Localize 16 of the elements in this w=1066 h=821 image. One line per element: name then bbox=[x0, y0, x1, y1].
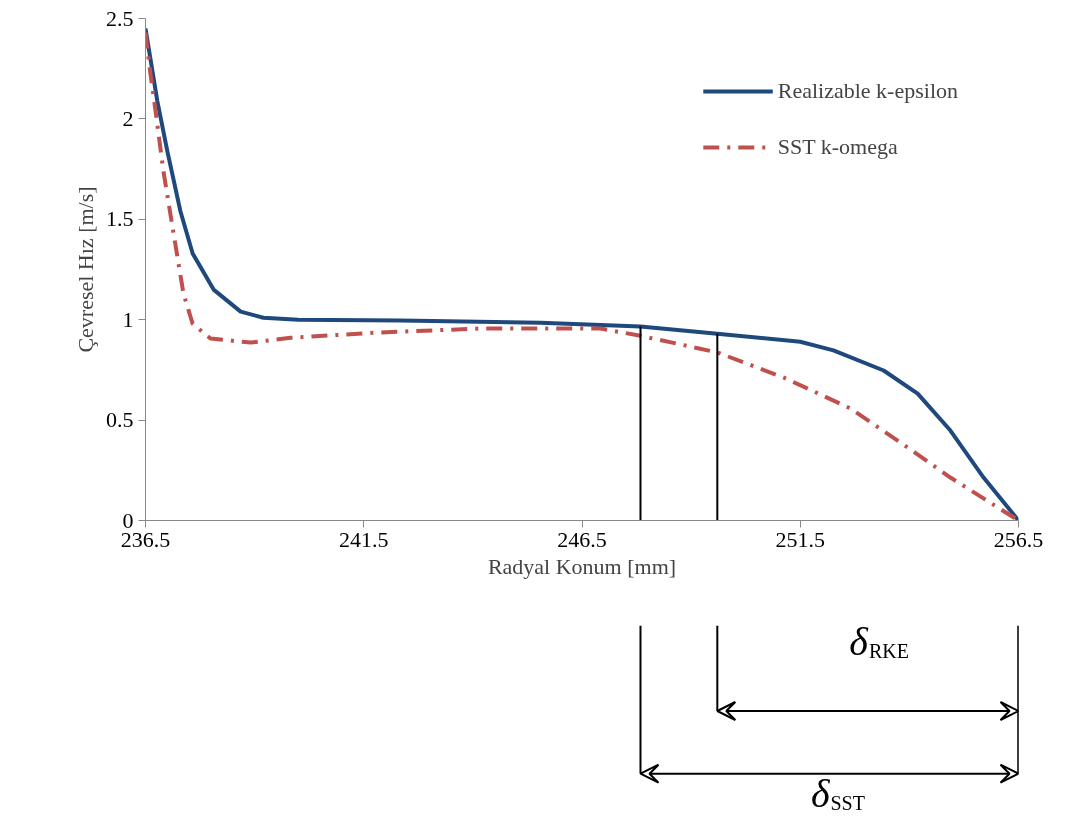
text: δSST bbox=[810, 770, 865, 816]
x-tick-label: 256.5 bbox=[993, 526, 1044, 552]
y-tick-label: 1 bbox=[122, 306, 134, 332]
x-tick-label: 241.5 bbox=[339, 526, 389, 552]
y-tick-label: 2 bbox=[122, 105, 134, 131]
text: δRKE bbox=[849, 618, 909, 664]
x-axis-title: Radyal Konum [mm] bbox=[487, 553, 677, 579]
y-tick-label: 1.5 bbox=[106, 206, 134, 232]
x-tick-label: 246.5 bbox=[557, 526, 607, 552]
y-axis-title: Çevresel Hız [m/s] bbox=[73, 186, 98, 353]
legend-label: SST k-omega bbox=[777, 134, 898, 160]
y-tick-label: 0 bbox=[122, 507, 134, 533]
x-tick-label: 251.5 bbox=[775, 526, 825, 552]
legend-label: Realizable k-epsilon bbox=[777, 78, 958, 104]
y-tick-label: 2.5 bbox=[106, 5, 134, 31]
y-tick-label: 0.5 bbox=[106, 407, 134, 433]
